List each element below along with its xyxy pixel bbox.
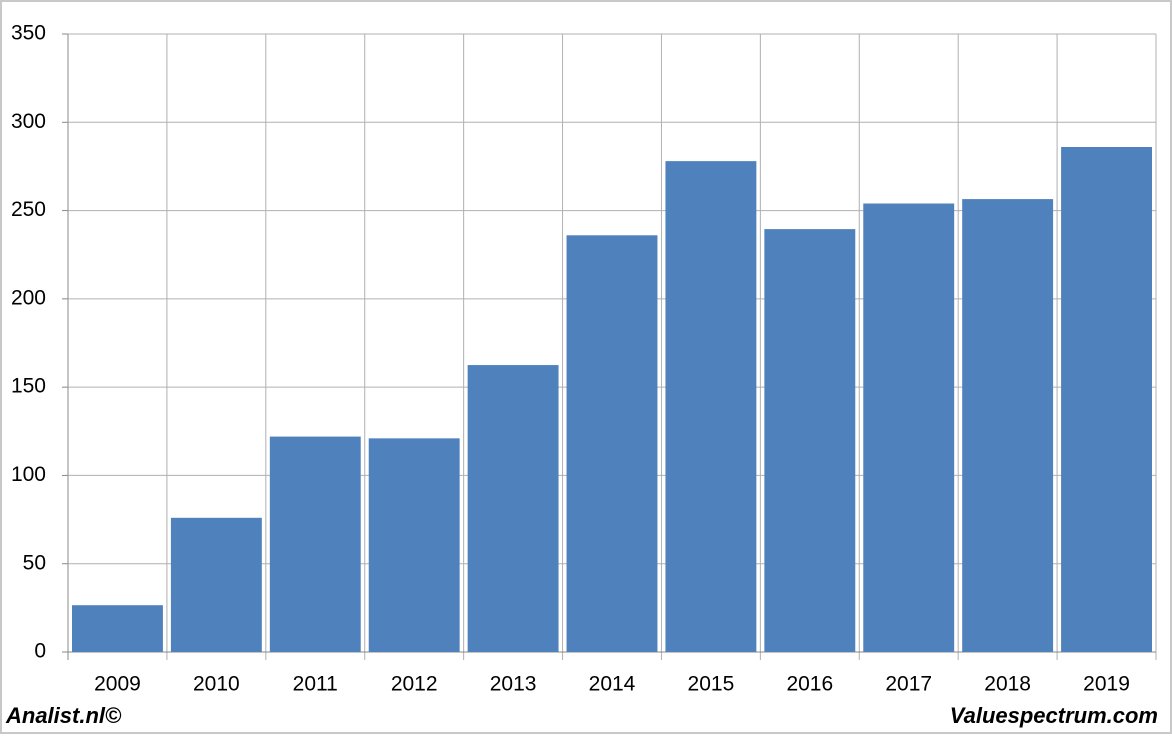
bar	[566, 235, 658, 652]
x-tick-label: 2010	[193, 673, 240, 696]
x-tick-label: 2013	[490, 673, 537, 696]
footer-right: Valuespectrum.com	[950, 703, 1158, 728]
bar	[467, 365, 559, 652]
bar	[269, 436, 361, 652]
x-tick-label: 2015	[688, 673, 735, 696]
x-tick-label: 2018	[984, 673, 1031, 696]
x-tick-label: 2017	[885, 673, 932, 696]
bar	[1061, 147, 1152, 652]
y-tick-label: 200	[11, 286, 46, 309]
y-tick-label: 50	[23, 551, 46, 574]
y-tick-label: 100	[11, 463, 46, 486]
x-tick-label: 2019	[1083, 673, 1130, 696]
y-tick-label: 250	[11, 198, 46, 221]
bar	[764, 229, 856, 652]
y-tick-label: 150	[11, 375, 46, 398]
x-tick-label: 2016	[786, 673, 833, 696]
bar	[368, 438, 460, 652]
x-tick-label: 2012	[391, 673, 438, 696]
bar	[170, 517, 262, 652]
y-tick-label: 0	[34, 640, 46, 663]
bar	[665, 161, 757, 653]
bar	[863, 203, 955, 652]
bar	[962, 199, 1054, 652]
bar	[72, 605, 163, 652]
y-tick-label: 300	[11, 110, 46, 133]
x-tick-label: 2014	[589, 673, 636, 696]
footer-left: Analist.nl©	[5, 703, 122, 728]
x-tick-label: 2011	[293, 673, 338, 696]
x-tick-label: 2009	[94, 673, 141, 696]
y-tick-label: 350	[11, 22, 46, 45]
